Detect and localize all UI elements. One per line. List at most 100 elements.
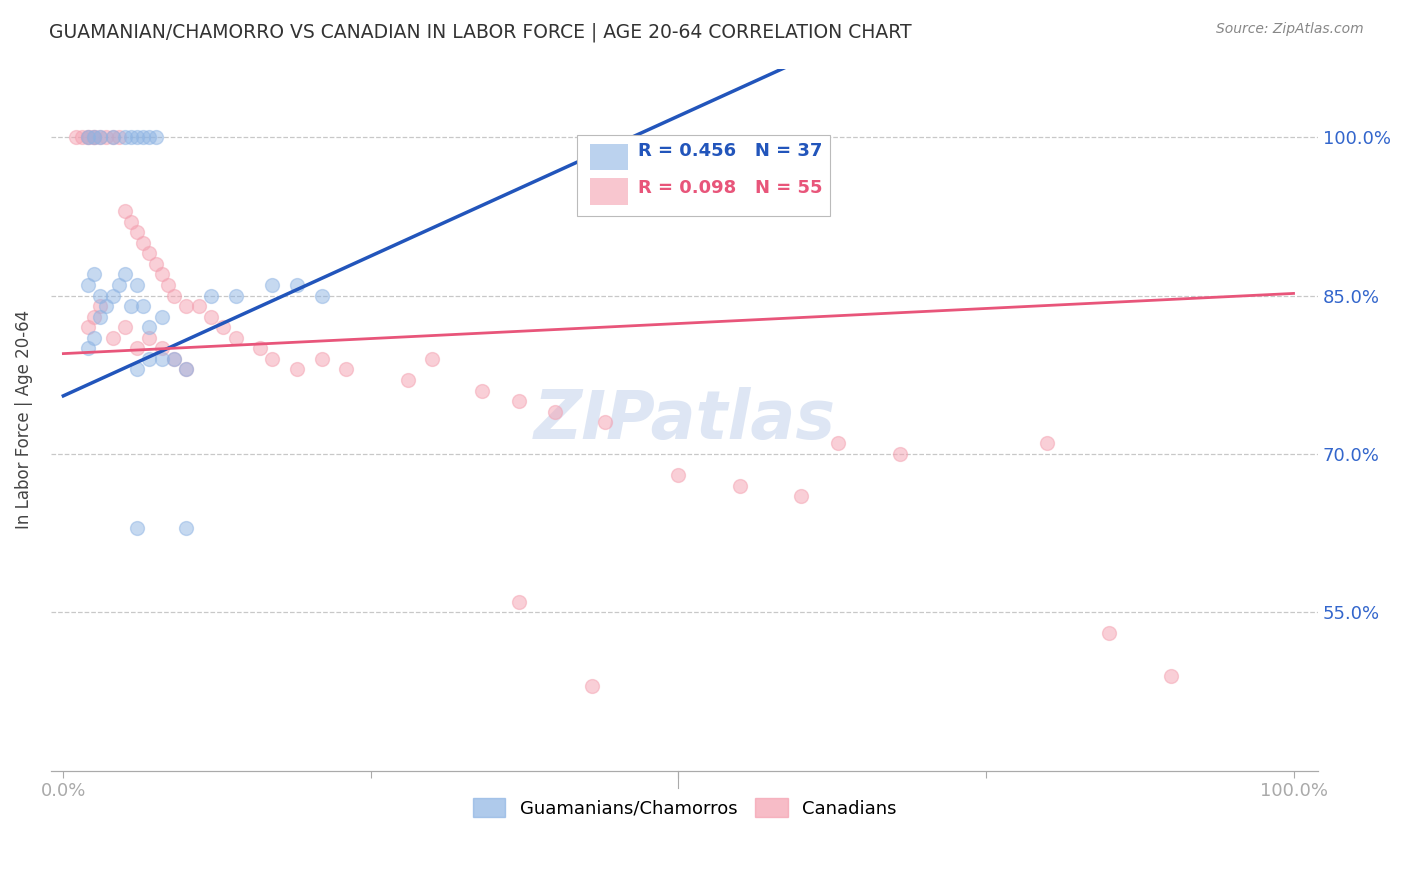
Point [285,362,308,376]
Point [114,204,136,219]
Text: ZIPatlas: ZIPatlas [534,386,835,452]
Point [262,351,284,366]
Point [163,351,186,366]
Point [150,310,173,324]
Point [89,130,111,145]
Point [77,130,100,145]
Point [138,320,160,334]
Point [176,521,198,535]
Point [70,130,93,145]
Point [132,235,155,250]
Point [145,130,167,145]
Point [508,595,530,609]
Point [225,288,247,302]
Point [138,130,160,145]
Point [114,268,136,282]
Point [138,351,160,366]
Point [120,130,142,145]
Point [145,257,167,271]
Point [544,405,567,419]
Point [101,288,124,302]
Point [1036,436,1059,450]
Point [77,342,100,356]
Point [83,130,105,145]
Point [89,310,111,324]
Point [127,342,149,356]
Point [889,447,911,461]
Point [127,362,149,376]
Point [77,130,100,145]
Point [107,130,129,145]
Point [285,277,308,292]
Point [1098,626,1121,640]
Point [668,468,690,483]
Point [114,320,136,334]
Text: R = 0.456   N = 37: R = 0.456 N = 37 [638,143,823,161]
Point [176,299,198,313]
Point [262,277,284,292]
Point [471,384,494,398]
Point [96,299,118,313]
Point [176,362,198,376]
Point [790,489,813,503]
Point [156,277,179,292]
Point [101,130,124,145]
Point [249,342,271,356]
Y-axis label: In Labor Force | Age 20-64: In Labor Force | Age 20-64 [15,310,32,529]
Point [83,130,105,145]
Point [132,130,155,145]
Point [120,299,142,313]
Point [335,362,357,376]
Text: Source: ZipAtlas.com: Source: ZipAtlas.com [1216,22,1364,37]
Text: R = 0.098   N = 55: R = 0.098 N = 55 [638,179,823,197]
Point [593,415,616,429]
Point [83,310,105,324]
Point [163,288,186,302]
Point [107,277,129,292]
Point [150,268,173,282]
Legend: Guamanians/Chamorros, Canadians: Guamanians/Chamorros, Canadians [465,791,904,825]
Point [83,331,105,345]
Point [89,288,111,302]
FancyBboxPatch shape [589,144,627,170]
Text: GUAMANIAN/CHAMORRO VS CANADIAN IN LABOR FORCE | AGE 20-64 CORRELATION CHART: GUAMANIAN/CHAMORRO VS CANADIAN IN LABOR … [49,22,912,42]
Point [200,288,222,302]
Point [89,130,111,145]
Point [96,130,118,145]
Point [83,130,105,145]
Point [508,394,530,409]
Point [132,299,155,313]
Point [65,130,87,145]
Point [77,130,100,145]
Point [311,351,333,366]
Point [114,130,136,145]
Point [212,320,235,334]
Point [138,331,160,345]
Point [83,268,105,282]
Point [176,362,198,376]
Point [827,436,849,450]
Point [200,310,222,324]
Point [1160,668,1182,682]
Point [187,299,209,313]
FancyBboxPatch shape [576,136,831,216]
Point [120,214,142,228]
Point [150,351,173,366]
Point [138,246,160,260]
Point [422,351,444,366]
Point [127,277,149,292]
Point [101,130,124,145]
FancyBboxPatch shape [589,178,627,205]
Point [89,299,111,313]
Point [77,320,100,334]
Point [77,277,100,292]
Point [311,288,333,302]
Point [396,373,419,387]
Point [163,351,186,366]
Point [127,521,149,535]
Point [728,478,751,492]
Point [127,130,149,145]
Point [101,331,124,345]
Point [127,225,149,239]
Point [581,679,603,693]
